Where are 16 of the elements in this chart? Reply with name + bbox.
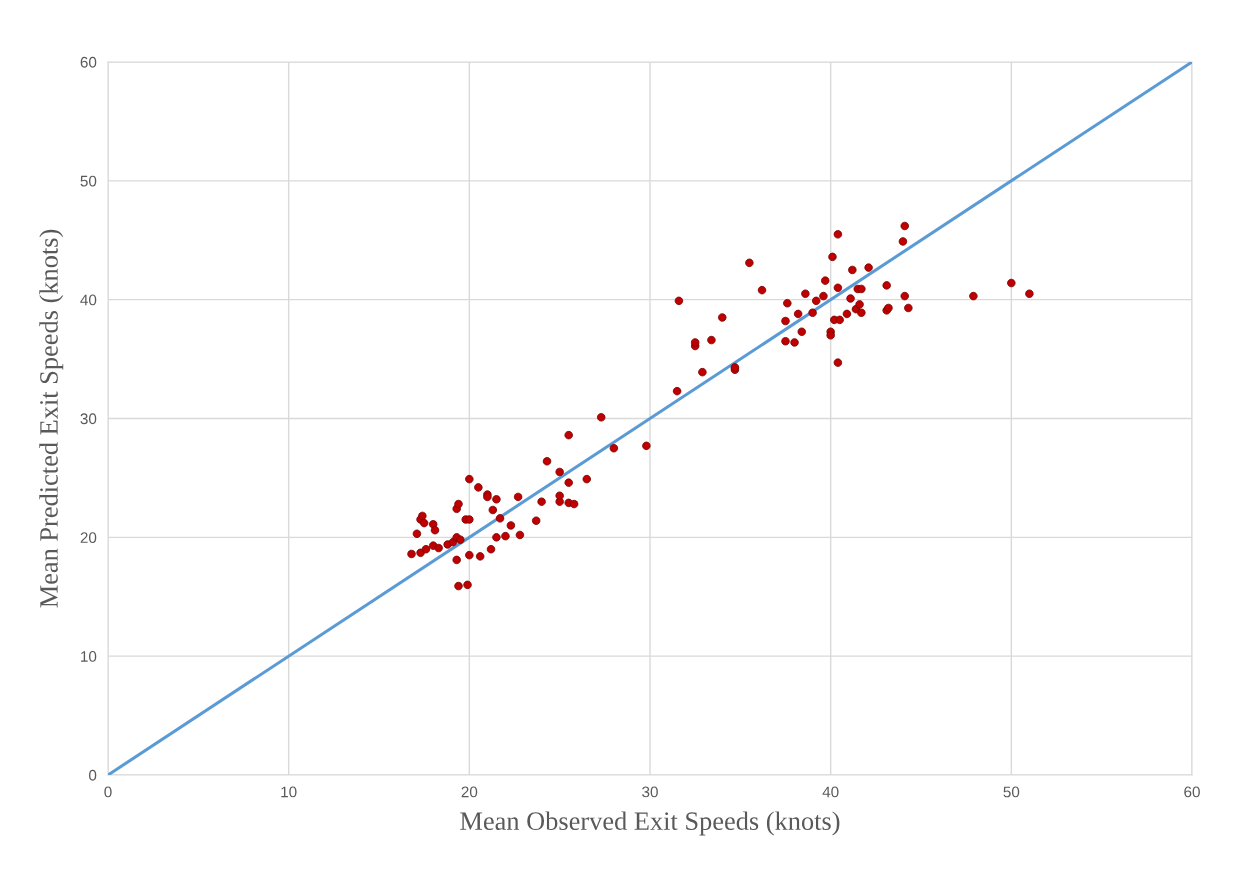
y-tick-label: 20	[80, 532, 97, 544]
x-tick-label: 0	[104, 786, 112, 798]
y-tick-label: 30	[80, 413, 97, 425]
y-tick-label: 50	[80, 175, 97, 187]
x-axis-title: Mean Observed Exit Speeds (knots)	[460, 811, 840, 836]
y-tick-label: 40	[80, 294, 97, 306]
y-axis-title: Mean Predicted Exit Speeds (knots)	[39, 229, 64, 608]
x-tick-label: 20	[461, 786, 478, 798]
y-tick-label: 60	[80, 56, 97, 68]
y-tick-label: 0	[88, 769, 97, 781]
x-tick-label: 30	[642, 786, 658, 798]
x-tick-label: 60	[1184, 786, 1200, 798]
x-tick-label: 40	[822, 786, 839, 798]
x-tick-label: 10	[281, 786, 297, 798]
y-tick-label: 10	[81, 651, 97, 662]
x-tick-label: 50	[1003, 786, 1020, 798]
